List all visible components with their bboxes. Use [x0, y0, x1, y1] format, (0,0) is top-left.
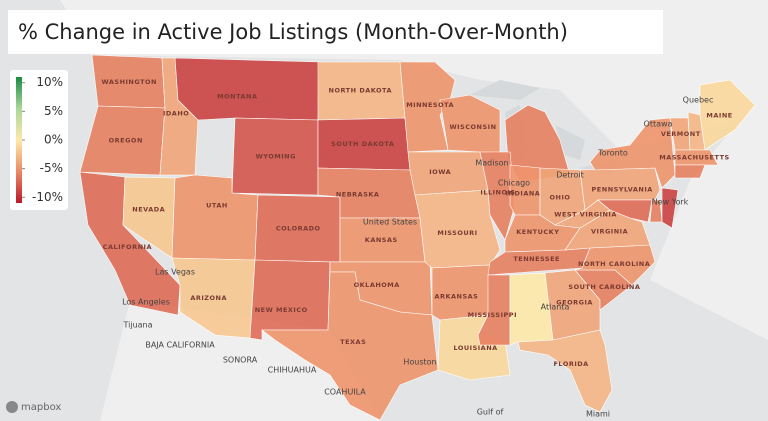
canada-land — [60, 0, 768, 340]
state-label: UTAH — [206, 201, 228, 209]
places: Quebec Ottawa Toronto Detroit Chicago Madison… — [122, 96, 713, 419]
legend-tick-label: -5% — [40, 161, 63, 175]
state-label: TENNESSEE — [513, 255, 560, 263]
state-label: INDIANA — [506, 190, 541, 198]
state-label: MISSISSIPPI — [468, 311, 517, 319]
state — [589, 117, 676, 189]
legend-tick-label: 5% — [44, 104, 63, 118]
state-label: IOWA — [429, 168, 451, 176]
state-label: PENNSYLVANIA — [592, 186, 653, 194]
state-label: KANSAS — [365, 236, 398, 244]
state — [674, 164, 706, 179]
state — [399, 61, 456, 153]
state-label: OHIO — [550, 194, 571, 202]
state-label: NEW MEXICO — [255, 306, 308, 314]
state-label: MAINE — [706, 112, 732, 120]
place-label: SONORA — [223, 356, 258, 365]
place-label: Madison — [475, 159, 508, 168]
place-label: United States — [363, 218, 417, 227]
state — [517, 329, 613, 413]
state-label: MONTANA — [217, 92, 257, 100]
state-label: COLORADO — [276, 225, 321, 233]
place-label: New York — [652, 198, 689, 207]
state — [261, 271, 439, 421]
state-label: WISCONSIN — [449, 123, 496, 131]
place-label: Gulf of — [477, 408, 504, 417]
mapbox-logo — [6, 401, 18, 413]
place-label: CHIHUAHUA — [268, 366, 317, 375]
attribution: mapbox — [21, 402, 61, 413]
place-label: Atlanta — [541, 303, 570, 312]
state-label: KENTUCKY — [516, 228, 559, 236]
state-label: NORTH CAROLINA — [578, 260, 650, 268]
place-label: COAHUILA — [324, 388, 366, 397]
legend-colorbar — [16, 77, 22, 203]
state-label: SOUTH DAKOTA — [331, 140, 394, 148]
state-label: NORTH DAKOTA — [329, 87, 392, 95]
state — [699, 79, 756, 151]
state-label: NEVADA — [132, 206, 165, 214]
title-box — [8, 10, 663, 54]
state — [674, 149, 719, 166]
state-label: SOUTH CAROLINA — [568, 283, 640, 291]
place-label: Ottawa — [644, 120, 673, 129]
state-label: NEBRASKA — [336, 190, 380, 198]
state — [174, 57, 321, 121]
state — [597, 199, 653, 223]
state — [249, 259, 331, 341]
state-label: VERMONT — [661, 130, 701, 138]
state-label: IDAHO — [163, 109, 189, 117]
place-label: Detroit — [556, 171, 584, 180]
state-label: CALIFORNIA — [103, 243, 152, 251]
place-label: Houston — [403, 358, 436, 367]
place-label: Chicago — [498, 179, 530, 188]
state-label: MINNESOTA — [406, 101, 454, 109]
state-label: ARKANSAS — [434, 293, 478, 301]
legend-tick-label: 10% — [36, 75, 63, 89]
state — [544, 269, 601, 341]
legend: 10% 5% 0% -5% -10% — [22, 75, 63, 204]
state-label: GEORGIA — [556, 299, 593, 307]
legend-tick-label: -10% — [32, 190, 63, 204]
state-label: ARIZONA — [190, 294, 227, 302]
state-label: WASHINGTON — [101, 78, 157, 86]
legend-tick-label: 0% — [44, 133, 63, 147]
legend-box — [10, 70, 68, 210]
state-label: VIRGINIA — [591, 228, 628, 236]
place-label: Miami — [586, 410, 610, 419]
place-label: Quebec — [683, 96, 714, 105]
place-label: Toronto — [597, 149, 628, 158]
place-label: Tijuana — [122, 321, 152, 330]
state-label: TEXAS — [340, 338, 366, 346]
place-label: Los Angeles — [122, 298, 170, 307]
state-label: LOUISIANA — [453, 344, 497, 352]
state-label: OKLAHOMA — [354, 281, 400, 289]
state-label: MISSOURI — [437, 229, 477, 237]
place-label: BAJA CALIFORNIA — [145, 341, 215, 350]
states: WASHINGTON OREGON CALIFORNIA NEVADA IDAHO MON… — [79, 54, 756, 421]
state-label: WEST VIRGINIA — [554, 211, 617, 219]
state-label: WYOMING — [256, 153, 296, 161]
state-label: ILLINOIS — [480, 188, 515, 196]
state-label: OREGON — [109, 136, 143, 144]
state — [649, 199, 663, 223]
state — [661, 187, 679, 229]
place-label: Las Vegas — [155, 268, 195, 277]
title: % Change in Active Job Listings (Month-O… — [18, 20, 568, 44]
state-label: MASSACHUSETTS — [659, 154, 729, 162]
state-label: FLORIDA — [553, 360, 588, 368]
